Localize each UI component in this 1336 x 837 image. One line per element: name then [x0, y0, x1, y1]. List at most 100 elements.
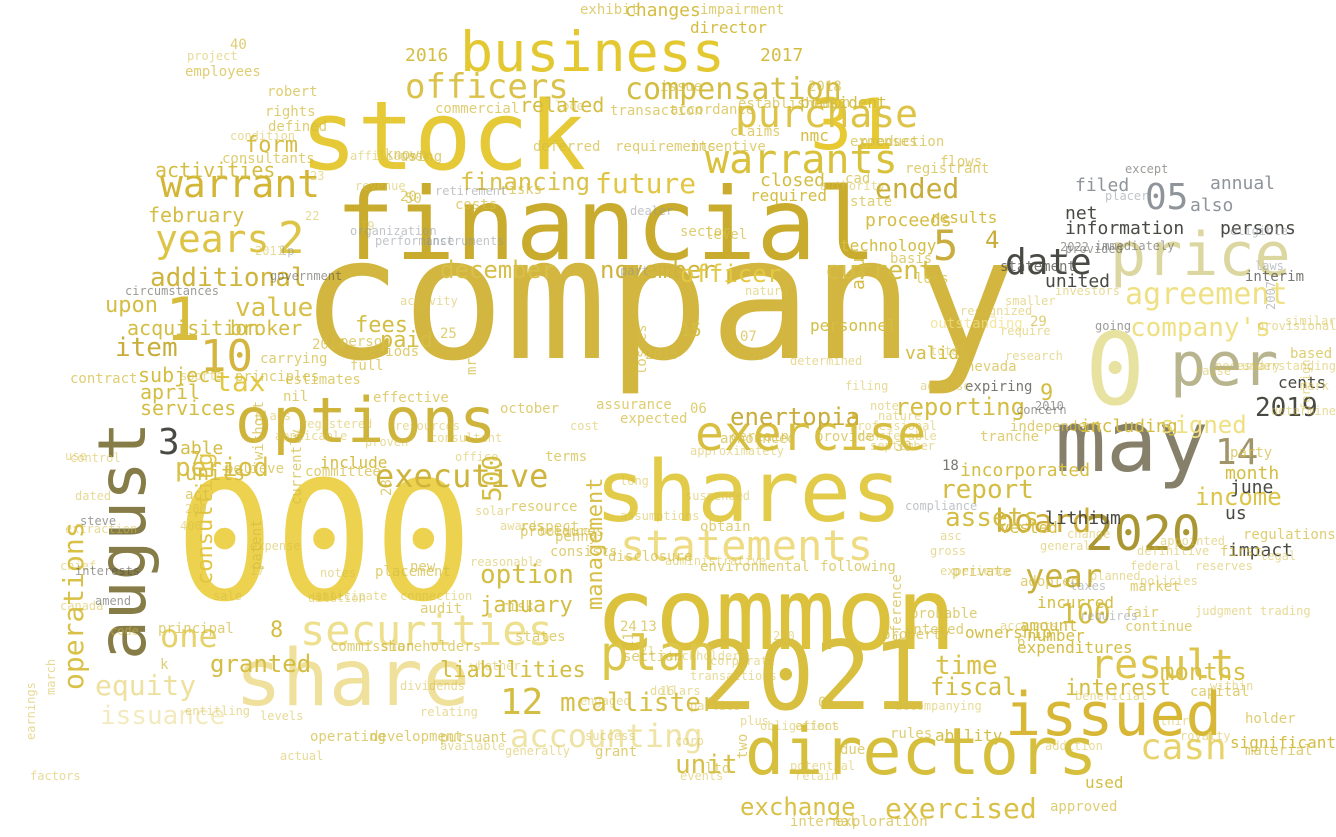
cloud-word: 2014: [312, 337, 346, 353]
cloud-word: steve: [80, 514, 117, 528]
cloud-word: relating: [420, 705, 478, 719]
cloud-word: 5: [933, 221, 959, 270]
cloud-word: 12: [500, 682, 544, 723]
cloud-word: 19: [360, 219, 375, 233]
cloud-word: transactions: [690, 669, 777, 683]
cloud-word: assurance: [596, 397, 672, 413]
cloud-word: units: [185, 461, 246, 485]
cloud-word: accounts: [1000, 619, 1058, 633]
cloud-word: approximately: [690, 444, 784, 458]
cloud-word: information: [1065, 218, 1185, 239]
cloud-word: balance: [540, 524, 591, 538]
cloud-word: tranche: [980, 429, 1040, 445]
cloud-word: 4: [985, 226, 1000, 254]
cloud-word: 2: [278, 213, 305, 264]
cloud-word: circumstances: [125, 284, 219, 298]
cloud-word: except: [1125, 162, 1169, 176]
cloud-word: 04: [818, 695, 835, 711]
cloud-word: project: [187, 49, 238, 63]
cloud-word: shareholders: [380, 639, 482, 655]
cloud-word: asc: [940, 529, 962, 543]
cloud-word: authority: [820, 179, 886, 193]
cloud-word: new: [410, 559, 436, 575]
cloud-word: option: [480, 560, 574, 590]
cloud-word: factors: [30, 769, 81, 783]
cloud-word: dilution: [308, 591, 366, 605]
cloud-word: applicable: [275, 429, 348, 443]
cloud-word: section: [623, 649, 683, 665]
cloud-word: september: [870, 439, 936, 453]
cloud-word: 2010: [1035, 399, 1064, 413]
cloud-word: issuance: [100, 701, 226, 731]
cloud-word: smaller: [1005, 294, 1056, 308]
cloud-word: actual: [280, 749, 324, 763]
cloud-word: levels: [260, 709, 304, 723]
cloud-word: upon: [105, 293, 158, 318]
cloud-word: retain: [795, 769, 839, 783]
cloud-word: long: [620, 474, 649, 488]
cloud-word: states: [515, 629, 566, 645]
cloud-word: services: [140, 396, 237, 420]
cloud-word: interest: [1065, 676, 1171, 701]
cloud-word: following: [820, 559, 896, 575]
cloud-word: accordance: [670, 102, 755, 118]
cloud-word: deferred: [533, 139, 601, 155]
cloud-word: filed: [1075, 175, 1130, 196]
cloud-word: business: [460, 20, 725, 84]
cloud-word: amount: [1020, 616, 1078, 635]
cloud-word: period: [175, 453, 269, 483]
cloud-word: date: [1005, 242, 1092, 283]
cloud-word: appointed: [1160, 534, 1226, 548]
cloud-word: addition: [1045, 739, 1103, 753]
cloud-word: person: [340, 334, 391, 350]
cloud-word: warrants: [705, 137, 898, 183]
cloud-word: cad: [845, 171, 871, 187]
cloud-word: market: [1130, 579, 1181, 595]
cloud-word: probable: [910, 606, 978, 622]
cloud-word: placement: [375, 564, 451, 580]
cloud-word: 2018: [808, 79, 842, 95]
cloud-word: legal: [1260, 549, 1297, 563]
cloud-word: material: [1245, 743, 1313, 759]
cloud-word: ended: [875, 172, 960, 205]
cloud-word: suspended: [685, 489, 751, 503]
cloud-word: revenue: [355, 179, 406, 193]
cloud-word: using: [400, 149, 443, 165]
cloud-word: office: [455, 450, 499, 464]
cloud-word: transferable: [850, 429, 937, 443]
cloud-word: costs: [455, 197, 498, 213]
cloud-word: control: [70, 451, 121, 465]
cloud-word: certain: [730, 429, 790, 445]
cloud-word: 50: [405, 191, 422, 207]
cloud-word: royalty: [1180, 729, 1231, 743]
cloud-word: one: [160, 617, 218, 655]
cloud-word: foreign: [1299, 359, 1313, 410]
cloud-word: persons: [1220, 218, 1296, 239]
cloud-word: signed: [1160, 411, 1247, 439]
cloud-word: purchase: [735, 92, 919, 136]
cloud-word: entered: [905, 622, 965, 638]
cloud-word: basis: [890, 251, 933, 267]
cloud-word: consultant: [430, 431, 503, 445]
cloud-word: independent: [1010, 419, 1103, 435]
cloud-word: financing: [460, 168, 591, 196]
cloud-word: continue: [1125, 619, 1193, 635]
cloud-word: activities: [155, 158, 276, 182]
cloud-word: 200: [185, 502, 207, 516]
cloud-word: ltd: [705, 761, 731, 777]
cloud-word: registrant: [905, 161, 990, 177]
cloud-word: 1: [165, 285, 202, 355]
cloud-word: holder: [1245, 711, 1296, 727]
cloud-word: us: [1225, 503, 1247, 524]
cloud-word: personnel: [810, 316, 897, 335]
cloud-word: known: [385, 147, 428, 163]
cloud-word: 8: [270, 618, 284, 643]
cloud-word: 2017: [760, 45, 804, 66]
cloud-word: 6: [1017, 634, 1026, 650]
cloud-word: solar: [475, 504, 512, 518]
cloud-word: 20: [400, 189, 417, 205]
cloud-word: cash: [1140, 727, 1227, 768]
cloud-word: years: [155, 217, 270, 261]
cloud-word: 2007: [1264, 281, 1278, 310]
cloud-word: 07: [740, 329, 757, 345]
